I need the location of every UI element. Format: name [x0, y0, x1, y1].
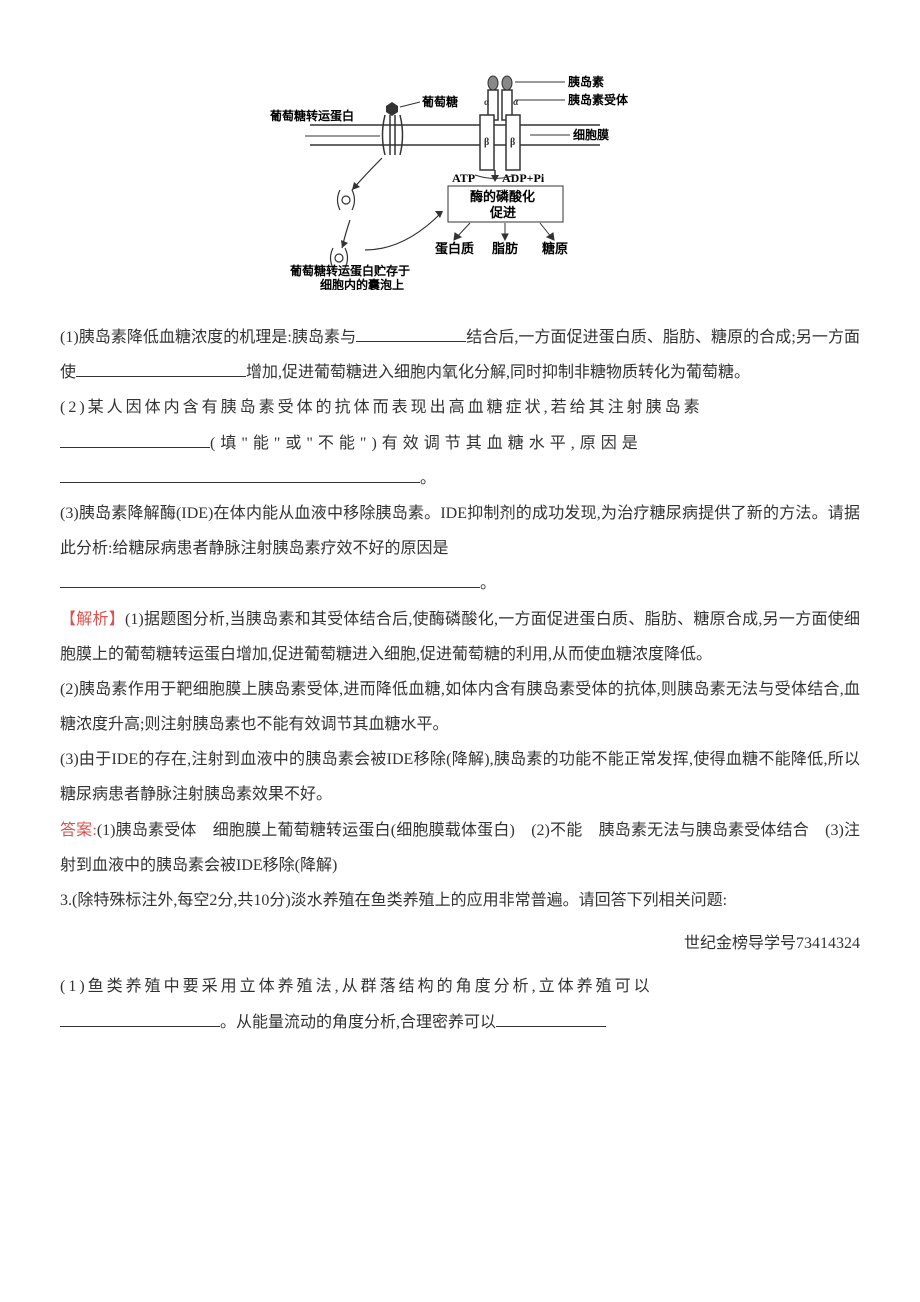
blank-2 [76, 360, 246, 377]
reference-number: 世纪金榜导学号73414324 [60, 926, 860, 961]
label-adp: ADP+Pi [502, 171, 545, 185]
svg-text:α: α [513, 97, 518, 107]
label-transporter: 葡萄糖转运蛋白 [270, 108, 354, 123]
analysis-p1: (1)据题图分析,当胰岛素和其受体结合后,使酶磷酸化,一方面促进蛋白质、脂肪、糖… [60, 611, 860, 663]
label-protein: 蛋白质 [435, 241, 474, 256]
question-new-3: 3.(除特殊标注外,每空2分,共10分)淡水养殖在鱼类养殖上的应用非常普遍。请回… [60, 883, 860, 918]
label-membrane: 细胞膜 [573, 127, 609, 142]
label-promote: 促进 [489, 205, 516, 220]
label-receptor: 胰岛素受体 [568, 92, 629, 107]
q1-prefix: (1)胰岛素降低血糖浓度的机理是:胰岛素与 [60, 329, 356, 346]
question-2b: (填"能"或"不能")有效调节其血糖水平,原因是 [60, 426, 860, 461]
svg-text:β: β [510, 137, 515, 148]
svg-text:α: α [484, 97, 489, 107]
analysis-1: 【解析】(1)据题图分析,当胰岛素和其受体结合后,使酶磷酸化,一方面促进蛋白质、… [60, 602, 860, 672]
answer-text: (1)胰岛素受体 细胞膜上葡萄糖转运蛋白(细胞膜载体蛋白) (2)不能 胰岛素无… [60, 822, 860, 874]
analysis-2: (2)胰岛素作用于靶细胞膜上胰岛素受体,进而降低血糖,如体内含有胰岛素受体的抗体… [60, 672, 860, 742]
q2-line1: (2)某人因体内含有胰岛素受体的抗体而表现出高血糖症状,若给其注射胰岛素 [60, 399, 703, 416]
label-atp: ATP [452, 171, 475, 185]
blank-5 [60, 571, 480, 588]
label-phosph: 酶的磷酸化 [470, 189, 535, 204]
q3n-sub1a: (1)鱼类养殖中要采用立体养殖法,从群落结构的角度分析,立体养殖可以 [60, 978, 653, 995]
question-2c: 。 [60, 461, 860, 496]
label-glucose: 葡萄糖 [421, 94, 458, 109]
insulin-diagram: 葡萄糖 葡萄糖转运蛋白 α α β β 胰岛素 胰岛素受体 细胞膜 ATP AD… [60, 60, 860, 290]
answer: 答案:(1)胰岛素受体 细胞膜上葡萄糖转运蛋白(细胞膜载体蛋白) (2)不能 胰… [60, 813, 860, 883]
question-2: (2)某人因体内含有胰岛素受体的抗体而表现出高血糖症状,若给其注射胰岛素 [60, 390, 860, 425]
q2-line2: (填"能"或"不能")有效调节其血糖水平,原因是 [210, 435, 643, 452]
q3-p1: (3)胰岛素降解酶(IDE)在体内能从血液中移除胰岛素。IDE抑制剂的成功发现,… [60, 505, 860, 557]
question-new-3-1b: 。从能量流动的角度分析,合理密养可以 [60, 1005, 860, 1040]
analysis-label: 【解析】 [60, 611, 125, 628]
label-vesicle2: 细胞内的囊泡上 [320, 277, 404, 290]
question-3b: 。 [60, 566, 860, 601]
answer-label: 答案: [60, 822, 97, 839]
q3-end: 。 [480, 575, 496, 592]
question-new-3-1: (1)鱼类养殖中要采用立体养殖法,从群落结构的角度分析,立体养殖可以 [60, 969, 860, 1004]
q3n-sub1b: 。从能量流动的角度分析,合理密养可以 [220, 1014, 496, 1031]
blank-7 [496, 1010, 606, 1027]
blank-4 [60, 466, 420, 483]
analysis-3: (3)由于IDE的存在,注射到血液中的胰岛素会被IDE移除(降解),胰岛素的功能… [60, 742, 860, 812]
label-insulin: 胰岛素 [568, 74, 604, 89]
blank-1 [356, 325, 466, 342]
label-fat: 脂肪 [491, 241, 518, 256]
question-1: (1)胰岛素降低血糖浓度的机理是:胰岛素与结合后,一方面促进蛋白质、脂肪、糖原的… [60, 320, 860, 390]
question-3: (3)胰岛素降解酶(IDE)在体内能从血液中移除胰岛素。IDE抑制剂的成功发现,… [60, 496, 860, 566]
blank-6 [60, 1010, 220, 1027]
q2-end: 。 [420, 470, 436, 487]
q1-mid2: 增加,促进葡萄糖进入细胞内氧化分解,同时抑制非糖物质转化为葡萄糖。 [246, 364, 750, 381]
svg-text:β: β [484, 137, 489, 148]
blank-3 [60, 431, 210, 448]
label-vesicle1: 葡萄糖转运蛋白贮存于 [289, 263, 410, 278]
label-glycogen: 糖原 [542, 241, 568, 256]
